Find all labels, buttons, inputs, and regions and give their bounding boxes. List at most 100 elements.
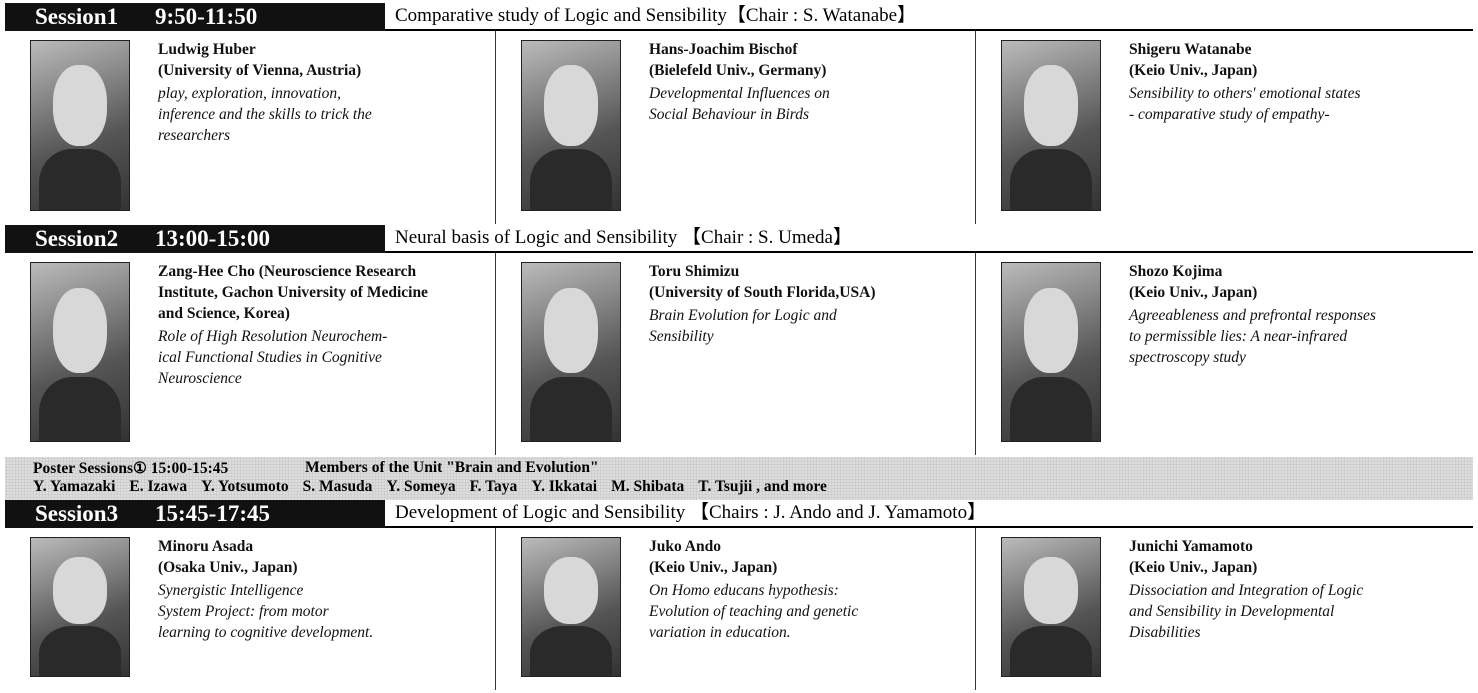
talk-title: Neuroscience — [158, 370, 242, 387]
session-time: 15:45-17:45 — [155, 501, 270, 526]
session-label: Session1 — [35, 4, 119, 29]
speaker-name: Shigeru Watanabe — [1129, 41, 1252, 58]
talk-title: variation in education. — [649, 624, 791, 641]
member-name: Y. Yotsumoto — [201, 478, 289, 495]
talk-title: Evolution of teaching and genetic — [649, 603, 859, 620]
session-rule — [5, 29, 1473, 31]
speaker-name: Institute, Gachon University of Medicine — [158, 284, 428, 301]
speaker-photo — [1001, 40, 1101, 211]
talk-title: play, exploration, innovation, — [158, 85, 341, 102]
speaker-name: (Keio Univ., Japan) — [649, 559, 778, 576]
speaker-photo — [30, 40, 130, 211]
photo-face — [1023, 557, 1079, 624]
poster-unit: Members of the Unit "Brain and Evolution… — [305, 459, 599, 476]
talk-title: On Homo educans hypothesis: — [649, 582, 839, 599]
talk-title: Social Behaviour in Birds — [649, 106, 810, 123]
photo-face — [1023, 287, 1079, 374]
poster-session: Poster Sessions① 15:00-15:45 Members of t… — [5, 457, 1473, 500]
member-name: S. Masuda — [302, 478, 373, 495]
speaker-cell: Hans-Joachim Bischof (Bielefeld Univ., Ge… — [495, 31, 975, 224]
talk-title: Dissociation and Integration of Logic — [1129, 582, 1364, 599]
speaker-cell: Shigeru Watanabe (Keio Univ., Japan) Sensi… — [975, 31, 1473, 224]
session-time: 13:00-15:00 — [155, 226, 270, 251]
member-name: E. Izawa — [129, 478, 188, 495]
talk-title: to permissible lies: A near-infrared — [1129, 328, 1348, 345]
speaker-name: (Osaka Univ., Japan) — [158, 559, 298, 576]
speaker-name: Juko Ando — [649, 538, 721, 555]
member-name: T. Tsujii , and more — [698, 478, 827, 495]
speaker-name: Shozo Kojima — [1129, 263, 1223, 280]
speaker-name: Ludwig Huber — [158, 41, 256, 58]
session-label: Session3 — [35, 501, 119, 526]
talk-title: Brain Evolution for Logic and — [649, 307, 837, 324]
photo-face — [52, 557, 108, 624]
session-rule — [5, 526, 1473, 528]
session-rule — [5, 251, 1473, 253]
speaker-name: Minoru Asada — [158, 538, 254, 555]
session-label-box: Session2 13:00-15:00 — [5, 225, 385, 253]
talk-title: learning to cognitive development. — [158, 624, 374, 641]
speaker-name: Zang-Hee Cho (Neuroscience Research — [158, 263, 417, 280]
speaker-name: (University of Vienna, Austria) — [158, 62, 362, 79]
speaker-photo — [1001, 262, 1101, 442]
talk-title: System Project: from motor — [158, 603, 329, 620]
talk-title: Disabilities — [1129, 624, 1201, 641]
speaker-photo — [1001, 537, 1101, 677]
speaker-name: (Keio Univ., Japan) — [1129, 62, 1258, 79]
photo-face — [543, 64, 599, 146]
poster-heading: Poster Sessions① 15:00-15:45 — [33, 460, 229, 477]
speaker-cell: Ludwig Huber (University of Vienna, Austr… — [5, 31, 495, 224]
photo-body — [529, 626, 613, 676]
photo-face — [52, 287, 108, 374]
photo-body — [38, 626, 122, 676]
session-title: Development of Logic and Sensibility 【Ch… — [395, 502, 987, 523]
speaker-name: (Bielefeld Univ., Germany) — [649, 62, 827, 79]
speaker-name: (Keio Univ., Japan) — [1129, 559, 1258, 576]
speaker-name: Hans-Joachim Bischof — [649, 41, 798, 58]
session-title: Comparative study of Logic and Sensibili… — [395, 5, 917, 26]
talk-title: inference and the skills to trick the — [158, 106, 372, 123]
photo-body — [1009, 626, 1093, 676]
talk-title: Sensibility to others' emotional states — [1129, 85, 1361, 102]
talk-title: Agreeableness and prefrontal responses — [1129, 307, 1376, 324]
speaker-cell: Zang-Hee Cho (Neuroscience Research Insti… — [5, 253, 495, 455]
talk-title: researchers — [158, 127, 231, 144]
photo-face — [543, 557, 599, 624]
member-name: F. Taya — [469, 478, 518, 495]
photo-body — [529, 376, 613, 441]
member-name: M. Shibata — [611, 478, 685, 495]
session-label: Session2 — [35, 226, 119, 251]
session-title: Neural basis of Logic and Sensibility 【C… — [395, 227, 852, 248]
photo-body — [38, 149, 122, 210]
speaker-photo — [521, 262, 621, 442]
talk-title: Developmental Influences on — [649, 85, 830, 102]
speaker-cell: Juko Ando (Keio Univ., Japan) On Homo educ… — [495, 528, 975, 690]
talk-title: - comparative study of empathy- — [1129, 106, 1330, 123]
talk-title: Synergistic Intelligence — [158, 582, 304, 599]
speaker-cell: Toru Shimizu (University of South Florida… — [495, 253, 975, 455]
speaker-photo — [30, 262, 130, 442]
session-label-box: Session1 9:50-11:50 — [5, 3, 385, 31]
speaker-name: (Keio Univ., Japan) — [1129, 284, 1258, 301]
poster-members: Y. Yamazaki E. Izawa Y. Yotsumoto S. Masuda… — [33, 478, 841, 496]
speaker-cell: Shozo Kojima (Keio Univ., Japan) Agreeable… — [975, 253, 1473, 455]
speaker-cell: Junichi Yamamoto (Keio Univ., Japan) Disso… — [975, 528, 1473, 690]
talk-title: spectroscopy study — [1129, 349, 1246, 366]
speaker-name: (University of South Florida,USA) — [649, 284, 876, 301]
speaker-name: Junichi Yamamoto — [1129, 538, 1253, 555]
photo-face — [543, 287, 599, 374]
speaker-photo — [30, 537, 130, 677]
talk-title: Sensibility — [649, 328, 714, 345]
member-name: Y. Someya — [386, 478, 456, 495]
speaker-photo — [521, 40, 621, 211]
member-name: Y. Ikkatai — [531, 478, 598, 495]
photo-face — [52, 64, 108, 146]
speaker-name: Toru Shimizu — [649, 263, 740, 280]
photo-body — [38, 376, 122, 441]
talk-title: and Sensibility in Developmental — [1129, 603, 1335, 620]
session-time: 9:50-11:50 — [155, 4, 258, 29]
speaker-photo — [521, 537, 621, 677]
photo-body — [529, 149, 613, 210]
member-name: Y. Yamazaki — [33, 478, 116, 495]
